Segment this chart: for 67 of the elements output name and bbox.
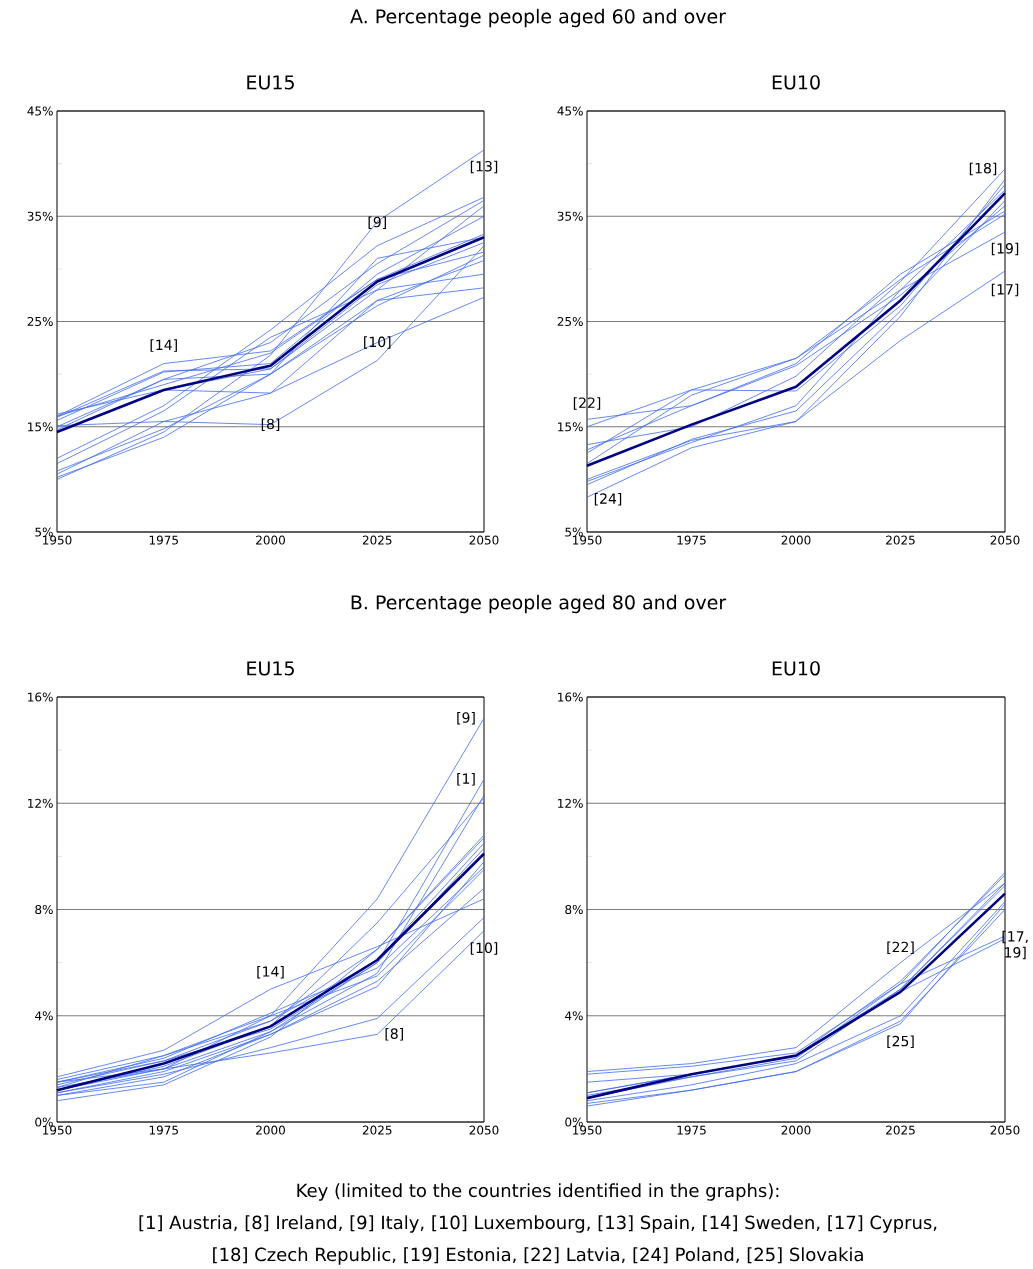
x-tick-label: 1950 — [573, 1125, 602, 1135]
y-tick-label: 4% — [565, 1011, 583, 1021]
x-tick-label: 2000 — [781, 1125, 811, 1135]
y-tick-label: 12% — [558, 798, 583, 808]
y-tick-label: 0% — [565, 1117, 583, 1127]
y-tick-label: 45% — [557, 106, 583, 116]
x-tick-label: 2000 — [256, 1125, 285, 1135]
annotation: [9] — [368, 216, 386, 229]
x-tick-label: 2050 — [469, 1125, 499, 1135]
y-tick-label: 5% — [35, 527, 53, 537]
annotation: [17, 19] — [1002, 930, 1028, 960]
x-tick-label: 1950 — [573, 535, 602, 545]
y-tick-label: 16% — [558, 692, 583, 702]
annotation: [14] — [257, 965, 284, 979]
x-tick-label: 2000 — [781, 535, 811, 545]
y-tick-label: 25% — [27, 316, 53, 327]
y-tick-label: 25% — [557, 316, 583, 327]
x-tick-label: 2050 — [990, 535, 1020, 545]
annotation: [13] — [470, 160, 498, 174]
x-tick-label: 1975 — [149, 1125, 178, 1135]
x-tick-label: 2025 — [362, 535, 392, 545]
chart-title: EU10 — [772, 661, 820, 676]
y-tick-label: 5% — [565, 527, 583, 537]
annotation: [10] — [364, 336, 391, 349]
text: A. Percentage people aged 60 and over — [350, 8, 727, 28]
annotation: [24] — [594, 493, 622, 506]
x-tick-label: 1975 — [677, 1125, 706, 1135]
annotation: [25] — [887, 1035, 914, 1048]
annotation: [1] — [457, 773, 475, 786]
annotation: [17] — [991, 283, 1019, 297]
annotation: [9] — [457, 712, 475, 725]
annotation: [22] — [887, 941, 914, 954]
y-tick-label: 15% — [558, 422, 583, 432]
y-tick-label: 15% — [28, 422, 53, 432]
y-tick-label: 8% — [565, 904, 583, 915]
x-tick-label: 1950 — [43, 535, 72, 545]
annotation: [18] — [969, 162, 997, 176]
annotation: [8] — [385, 1028, 403, 1041]
y-tick-label: 12% — [28, 798, 53, 808]
annotation: [14] — [150, 339, 177, 352]
text: [1] Austria, [8] Ireland, [9] Italy, [10] Luxembourg, [13] Spain, [14] Sweden, [17] Cyprus, — [139, 1215, 937, 1233]
annotation: [22] — [573, 397, 601, 410]
annotation: [10] — [470, 942, 498, 955]
y-tick-label: 35% — [27, 211, 53, 221]
x-tick-label: 2000 — [256, 535, 285, 545]
x-tick-label: 2050 — [469, 535, 499, 545]
chart-title: EU15 — [247, 75, 294, 90]
y-tick-label: 45% — [27, 106, 53, 116]
annotation: [8] — [261, 418, 280, 431]
text: B. Percentage people aged 80 and over — [351, 594, 727, 614]
y-tick-label: 8% — [35, 904, 53, 915]
y-tick-label: 0% — [35, 1117, 53, 1127]
y-tick-label: 16% — [28, 692, 53, 702]
x-tick-label: 1975 — [149, 535, 178, 545]
x-tick-label: 2025 — [886, 535, 915, 545]
x-tick-label: 2025 — [886, 1125, 915, 1135]
y-tick-label: 4% — [35, 1011, 53, 1021]
x-tick-label: 1950 — [43, 1125, 72, 1135]
y-tick-label: 35% — [557, 211, 583, 221]
annotation: [19] — [991, 242, 1019, 256]
x-tick-label: 2025 — [362, 1125, 392, 1135]
chart-title: EU10 — [772, 75, 820, 90]
text: [18] Czech Republic, [19] Estonia, [22] Latvia, [24] Poland, [25] Slovakia — [213, 1247, 863, 1265]
x-tick-label: 2050 — [990, 1125, 1020, 1135]
x-tick-label: 1975 — [677, 535, 706, 545]
chart-title: EU15 — [247, 661, 294, 676]
text: Key (limited to the countries identified in the graphs): — [297, 1183, 779, 1201]
